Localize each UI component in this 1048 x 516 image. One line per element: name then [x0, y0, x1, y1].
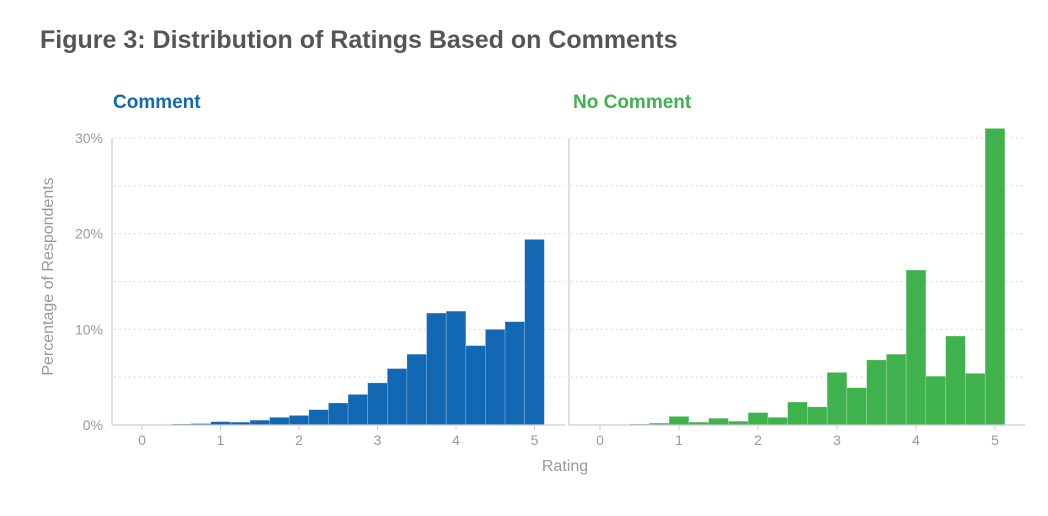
histogram-bar: [367, 382, 388, 426]
x-tick-label: 3: [374, 432, 382, 448]
x-tick-label: 3: [833, 432, 841, 448]
histogram-bar: [965, 373, 986, 426]
histogram-bar: [846, 387, 867, 426]
histogram-bar: [886, 353, 907, 426]
y-tick-label: 30%: [75, 130, 103, 146]
x-tick-label: 2: [754, 432, 762, 448]
histogram-bar: [485, 329, 506, 426]
histogram-bar: [328, 402, 349, 426]
histogram-bar: [406, 353, 427, 426]
x-tick-label: 1: [217, 432, 225, 448]
histogram-bar: [866, 359, 887, 426]
x-tick-label: 5: [991, 432, 999, 448]
histogram-bar: [504, 321, 525, 426]
panel-title: No Comment: [573, 92, 692, 113]
histogram-bar: [288, 415, 310, 426]
histogram-bar: [925, 375, 946, 426]
histogram-bar: [445, 310, 467, 426]
x-tick-label: 1: [675, 432, 683, 448]
x-tick-label: 4: [912, 432, 920, 448]
histogram-bar: [347, 394, 368, 426]
x-tick-label: 4: [452, 432, 460, 448]
x-tick-label: 5: [531, 432, 539, 448]
chart-title: Figure 3: Distribution of Ratings Based …: [40, 26, 678, 54]
x-tick-label: 2: [295, 432, 303, 448]
panel-title: Comment: [113, 92, 201, 113]
histogram-bar: [387, 368, 408, 426]
histogram-bar: [269, 417, 290, 426]
y-axis-label: Percentage of Respondents: [40, 177, 57, 375]
histogram-bar: [249, 419, 270, 426]
histogram-bar: [747, 412, 769, 426]
histogram-bar: [465, 345, 486, 426]
histogram-bar: [668, 416, 690, 426]
x-axis-label: Rating: [542, 458, 588, 475]
histogram-bar: [826, 372, 848, 426]
x-tick-label: 0: [596, 432, 604, 448]
histogram-bar: [524, 239, 545, 426]
histogram-bar: [905, 269, 927, 426]
histogram-bar: [945, 335, 966, 426]
histogram-bar: [984, 128, 1006, 426]
y-tick-label: 20%: [75, 226, 103, 242]
histogram-bar: [807, 406, 828, 426]
histogram-bar: [308, 409, 329, 426]
y-tick-label: 10%: [75, 321, 103, 337]
x-tick-label: 0: [138, 432, 146, 448]
histogram-bar: [767, 417, 788, 426]
histogram-bar: [708, 417, 729, 426]
histogram-bar: [426, 312, 447, 426]
histogram-bar: [787, 401, 808, 426]
y-tick-label: 0%: [83, 417, 103, 433]
